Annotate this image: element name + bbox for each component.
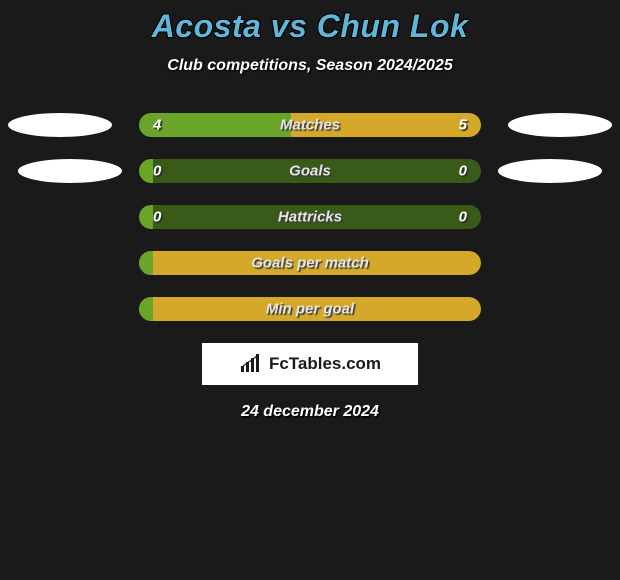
player-oval-left: [8, 113, 112, 137]
barchart-icon: [239, 354, 263, 374]
logo-box: FcTables.com: [202, 343, 418, 385]
stat-row-hattricks: 0 Hattricks 0: [0, 205, 620, 229]
stat-bar: Goals per match: [139, 251, 481, 275]
stat-value-right: 5: [459, 117, 467, 134]
stat-value-left: 0: [153, 163, 161, 180]
stat-value-left: 4: [153, 117, 161, 134]
date-label: 24 december 2024: [241, 403, 379, 421]
bar-left-accent: [139, 159, 153, 183]
stat-label: Goals: [289, 163, 331, 180]
bar-left-accent: [139, 251, 153, 275]
stat-bar: 0 Goals 0: [139, 159, 481, 183]
stat-bar: Min per goal: [139, 297, 481, 321]
stat-row-goals-per-match: Goals per match: [0, 251, 620, 275]
subtitle: Club competitions, Season 2024/2025: [167, 57, 452, 75]
comparison-card: Acosta vs Chun Lok Club competitions, Se…: [0, 0, 620, 421]
stat-row-min-per-goal: Min per goal: [0, 297, 620, 321]
stat-row-goals: 0 Goals 0: [0, 159, 620, 183]
logo-text: FcTables.com: [269, 354, 381, 374]
bar-left-accent: [139, 205, 153, 229]
stat-rows: 4 Matches 5 0 Goals 0 0 Hattricks 0: [0, 113, 620, 321]
player-oval-right: [508, 113, 612, 137]
stat-label: Min per goal: [266, 301, 354, 318]
player-oval-right: [498, 159, 602, 183]
player-oval-left: [18, 159, 122, 183]
stat-bar: 4 Matches 5: [139, 113, 481, 137]
stat-label: Goals per match: [251, 255, 369, 272]
stat-row-matches: 4 Matches 5: [0, 113, 620, 137]
stat-value-right: 0: [459, 163, 467, 180]
page-title: Acosta vs Chun Lok: [152, 8, 469, 45]
stat-value-right: 0: [459, 209, 467, 226]
stat-bar: 0 Hattricks 0: [139, 205, 481, 229]
bar-fill-left: [139, 113, 291, 137]
stat-label: Hattricks: [278, 209, 342, 226]
stat-value-left: 0: [153, 209, 161, 226]
stat-label: Matches: [280, 117, 340, 134]
bar-left-accent: [139, 297, 153, 321]
